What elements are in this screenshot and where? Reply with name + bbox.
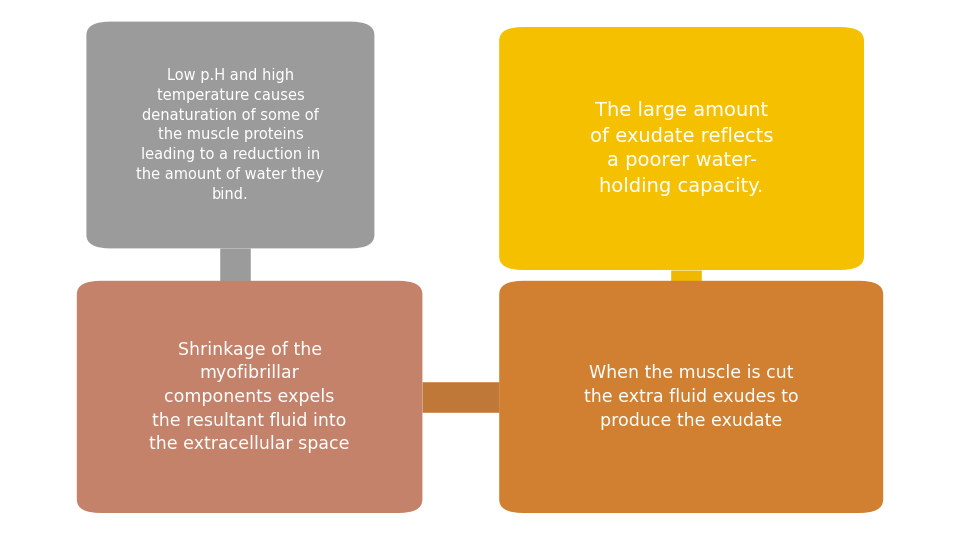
Text: When the muscle is cut
the extra fluid exudes to
produce the exudate: When the muscle is cut the extra fluid e…: [584, 364, 799, 429]
FancyBboxPatch shape: [77, 281, 422, 513]
Text: Shrinkage of the
myofibrillar
components expels
the resultant fluid into
the ext: Shrinkage of the myofibrillar components…: [150, 341, 349, 453]
FancyBboxPatch shape: [86, 22, 374, 248]
FancyBboxPatch shape: [499, 27, 864, 270]
FancyBboxPatch shape: [499, 281, 883, 513]
Text: Low p.H and high
temperature causes
denaturation of some of
the muscle proteins
: Low p.H and high temperature causes dena…: [136, 68, 324, 202]
Text: The large amount
of exudate reflects
a poorer water-
holding capacity.: The large amount of exudate reflects a p…: [589, 102, 774, 195]
